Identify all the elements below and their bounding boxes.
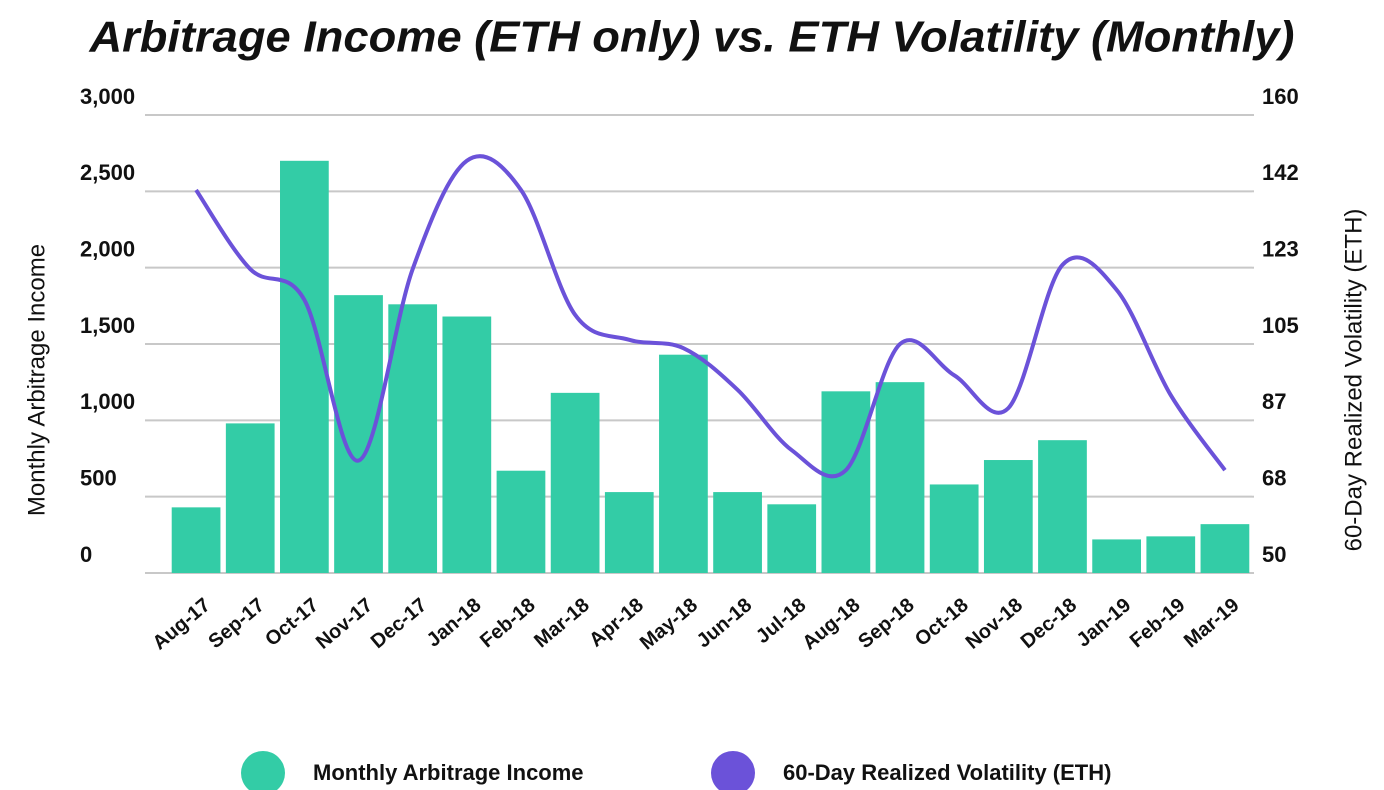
y2-tick-label: 160 [1262,84,1299,109]
x-tick-label: Apr-18 [585,594,648,652]
x-tick-label: Oct-17 [261,594,323,651]
bar [442,316,492,573]
x-tick-label: Nov-18 [962,594,1027,654]
bar [1092,539,1141,573]
y2-tick-label: 87 [1262,389,1286,414]
y2-tick-label: 142 [1262,160,1299,185]
bar [388,304,438,573]
x-tick-label: Aug-18 [798,594,864,654]
legend-label: 60-Day Realized Volatility (ETH) [783,760,1111,785]
legend-swatch [241,751,285,790]
x-tick-label: Feb-18 [476,594,540,652]
x-tick-label: Jan-18 [423,594,486,652]
bar [171,507,221,573]
bar [821,391,871,573]
x-tick-label: Mar-18 [530,594,594,652]
bar [875,382,925,573]
y-tick-label: 3,000 [80,84,135,109]
bar [1200,524,1250,573]
legend-label: Monthly Arbitrage Income [313,760,584,785]
y-tick-label: 0 [80,542,92,567]
bar [225,423,275,573]
bar [280,160,329,574]
bar [496,470,546,573]
x-tick-label: Feb-19 [1126,594,1190,652]
y-tick-label: 2,000 [80,236,135,261]
x-tick-label: Jun-18 [693,594,757,652]
y2-tick-label: 68 [1262,465,1286,490]
x-tick-label: Aug-17 [149,594,215,654]
y2-tick-label: 123 [1262,236,1299,261]
x-tick-label: Mar-19 [1180,594,1244,652]
bar [659,354,708,573]
bar [929,484,979,573]
x-tick-label: Dec-17 [367,594,431,653]
x-tick-label: Nov-17 [312,594,377,654]
bar [713,492,762,573]
x-tick-label: Oct-18 [911,594,973,651]
legend-swatch [711,751,755,790]
bar [983,460,1033,573]
bar [550,392,600,573]
y-axis-title: Monthly Arbitrage Income [23,244,50,516]
bar [1146,536,1196,573]
volatility-line [194,154,1227,479]
bar [604,492,654,573]
y2-tick-label: 105 [1262,313,1299,338]
y-tick-label: 2,500 [80,160,135,185]
y2-axis-title: 60-Day Realized Volatility (ETH) [1340,209,1367,552]
y-tick-label: 500 [80,465,117,490]
x-tick-label: Jan-19 [1073,594,1136,652]
y-tick-label: 1,000 [80,389,135,414]
x-tick-label: Sep-17 [204,594,268,653]
x-tick-label: Sep-18 [854,594,918,653]
bar [1038,440,1087,573]
bar [767,504,817,573]
y-tick-label: 1,500 [80,313,135,338]
x-tick-label: May-18 [636,594,702,654]
chart-title: Arbitrage Income (ETH only) vs. ETH Vola… [88,13,1294,62]
y2-tick-label: 50 [1262,542,1286,567]
x-tick-label: Dec-18 [1017,594,1081,653]
